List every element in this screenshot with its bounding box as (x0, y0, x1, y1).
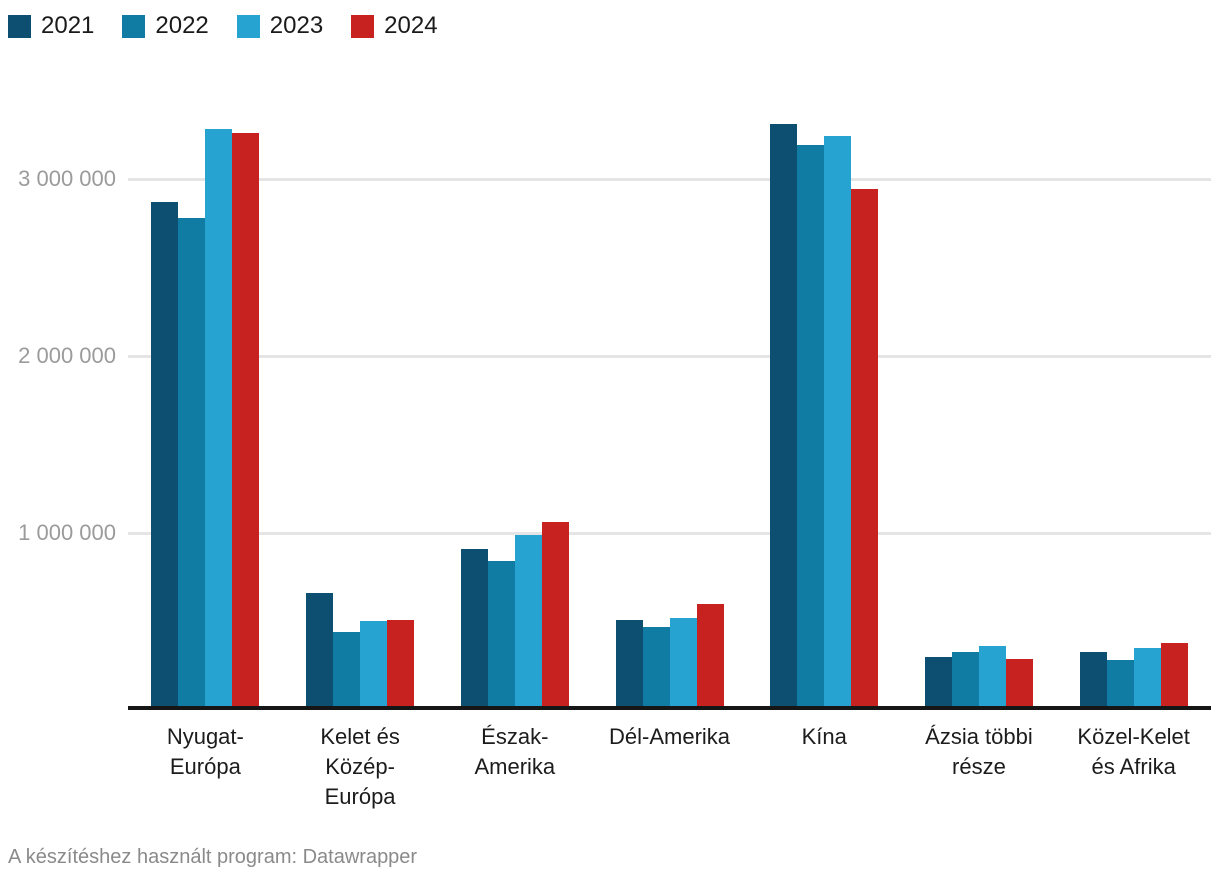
legend-label: 2022 (155, 12, 209, 39)
legend-item-2024: 2024 (351, 12, 438, 40)
x-axis-label-7: Közel-Kelet és Afrika (1077, 724, 1190, 779)
bar-group-6 (902, 90, 1057, 710)
bar-group-2 (283, 90, 438, 710)
bar-2024-Kína (851, 189, 879, 710)
bar-2022-Észak-Amerika (487, 561, 515, 710)
bar-2024-Közel-Kelet és Afrika (1160, 643, 1188, 710)
legend-swatch-2022 (122, 14, 146, 38)
bar-2024-Nyugat-Európa (232, 133, 260, 710)
y-axis-tick-label: 2 000 000 (18, 342, 116, 368)
y-axis-tick-label: 1 000 000 (18, 519, 116, 545)
legend-item-2021: 2021 (8, 12, 94, 40)
bar-2023-Észak-Amerika (514, 535, 542, 710)
bar-group-1 (128, 90, 283, 710)
y-axis-tick-label: 3 000 000 (18, 165, 116, 191)
bar-group-7 (1056, 90, 1211, 710)
attribution-text: A készítéshez használt program: Datawrap… (8, 846, 418, 868)
gridline-2000000 (128, 354, 1211, 358)
bar-2023-Ázsia többi része (978, 646, 1006, 710)
bar-2023-Közel-Kelet és Afrika (1133, 648, 1161, 710)
bar-2021-Ázsia többi része (924, 657, 952, 710)
chart-legend: 2021 2022 2023 2024 (8, 12, 438, 40)
bar-2021-Kína (770, 124, 798, 710)
bar-group-5 (747, 90, 902, 710)
bar-2024-Észak-Amerika (541, 522, 569, 710)
legend-item-2022: 2022 (122, 12, 209, 40)
plot-area (128, 90, 1211, 710)
x-axis-label-4: Dél-Amerika (609, 724, 731, 749)
bar-group-3 (437, 90, 592, 710)
bar-2023-Dél-Amerika (669, 618, 697, 710)
legend-swatch-2021 (8, 14, 31, 38)
legend-label: 2023 (269, 12, 324, 39)
bar-2021-Dél-Amerika (615, 620, 643, 710)
bar-2024-Ázsia többi része (1005, 659, 1033, 710)
x-axis-baseline (128, 706, 1211, 710)
bar-2022-Kelet és Közép-Európa (333, 632, 361, 710)
legend-item-2023: 2023 (236, 12, 324, 40)
x-axis-labels: Nyugat- Európa Kelet és Közép- Európa Észak- A… (128, 722, 1211, 812)
x-axis-label-2: Kelet és Közép- Európa (320, 724, 400, 809)
x-axis-label-3: Észak- Amerika (474, 724, 556, 779)
bar-2023-Kelet és Közép-Európa (360, 621, 388, 710)
bar-2022-Dél-Amerika (642, 627, 670, 710)
x-axis-label-5: Kína (801, 724, 847, 749)
legend-label: 2024 (384, 12, 438, 39)
bar-2022-Kína (797, 145, 825, 710)
legend-swatch-2023 (236, 14, 260, 38)
bar-2024-Dél-Amerika (696, 604, 724, 710)
x-axis-label-6: Ázsia többi része (925, 724, 1033, 779)
bar-2022-Nyugat-Európa (178, 218, 206, 710)
bar-2024-Kelet és Közép-Európa (387, 620, 415, 710)
gridline-3000000 (128, 177, 1211, 181)
bar-2022-Ázsia többi része (951, 652, 979, 710)
bar-2023-Kína (824, 136, 852, 710)
x-axis-label-1: Nyugat- Európa (166, 724, 244, 779)
legend-swatch-2024 (351, 14, 375, 38)
bar-2021-Közel-Kelet és Afrika (1079, 652, 1107, 710)
bar-2023-Nyugat-Európa (205, 129, 233, 710)
bar-2021-Kelet és Közép-Európa (306, 593, 334, 710)
bar-2021-Észak-Amerika (460, 549, 488, 710)
bar-2021-Nyugat-Európa (151, 202, 179, 710)
legend-label: 2021 (41, 12, 95, 39)
bar-2022-Közel-Kelet és Afrika (1106, 660, 1134, 710)
bar-group-4 (592, 90, 747, 710)
gridline-1000000 (128, 531, 1211, 535)
